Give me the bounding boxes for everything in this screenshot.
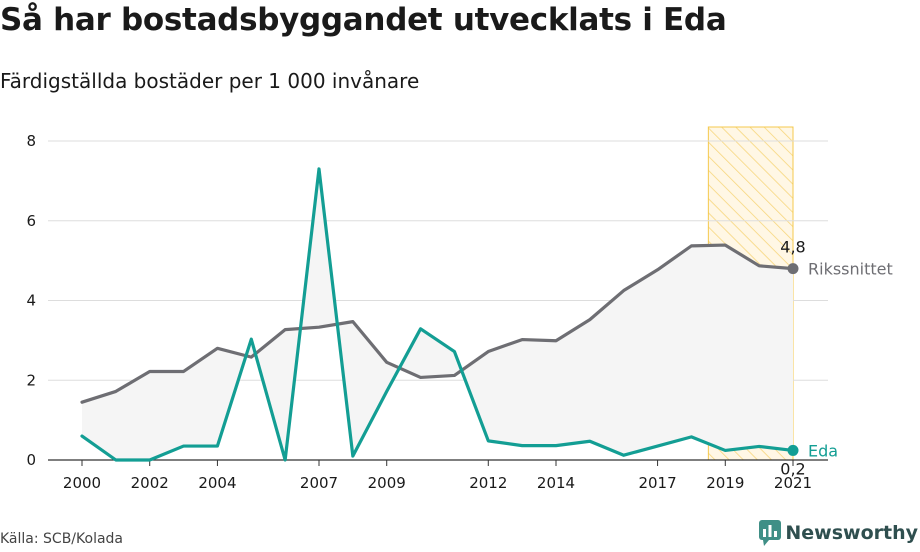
y-tick-label: 2 — [26, 371, 36, 389]
source-note: Källa: SCB/Kolada — [0, 531, 124, 547]
x-tick-label: 2017 — [638, 474, 676, 492]
brand-name: Newsworthy — [785, 522, 918, 544]
x-tick-label: 2002 — [131, 474, 169, 492]
y-tick-label: 4 — [26, 292, 36, 310]
y-tick-label: 6 — [26, 212, 36, 230]
area-between-series — [82, 168, 793, 460]
x-tick-label: 2012 — [469, 474, 507, 492]
series-line-rikssnittet — [80, 243, 795, 404]
x-tick-label: 2007 — [300, 474, 338, 492]
x-tick-label: 2021 — [774, 474, 812, 492]
series-endpoint-rikssnittet — [787, 263, 799, 275]
y-tick-label: 8 — [26, 132, 36, 150]
y-tick-label: 0 — [26, 451, 36, 469]
series-name-rikssnittet: Rikssnittet — [808, 260, 893, 279]
x-tick-label: 2019 — [706, 474, 744, 492]
series-line-eda — [80, 167, 795, 462]
series-name-eda: Eda — [808, 441, 838, 460]
newsworthy-logo-icon — [759, 520, 782, 546]
series-end-value-rikssnittet: 4,8 — [780, 238, 805, 257]
series-endpoint-eda — [787, 444, 799, 456]
series-end-value-eda: 0,2 — [780, 459, 805, 478]
brand-logo[interactable]: Newsworthy — [759, 520, 918, 546]
x-tick-label: 2009 — [368, 474, 406, 492]
x-tick-label: 2000 — [63, 474, 101, 492]
chart-subtitle: Färdigställda bostäder per 1 000 invånar… — [0, 69, 420, 93]
chart-title: Så har bostadsbyggandet utvecklats i Eda — [0, 2, 727, 38]
x-tick-label: 2014 — [537, 474, 575, 492]
x-tick-label: 2004 — [198, 474, 236, 492]
